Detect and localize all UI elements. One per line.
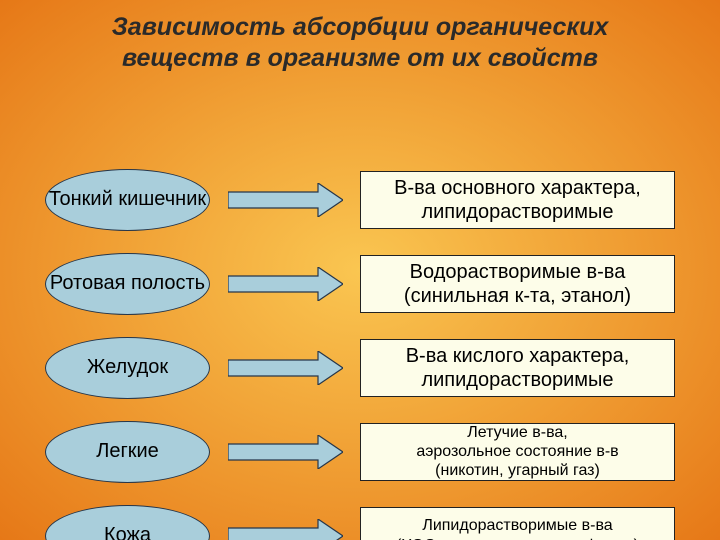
property-box: Липидорастворимые в-ва(ХОС, соли талия, …: [360, 507, 675, 540]
diagram-row: Кожа Липидорастворимые в-ва(ХОС, соли тал…: [0, 505, 720, 540]
property-box: В-ва кислого характера, липидорастворимы…: [360, 339, 675, 397]
diagram-row: Ротовая полость Водорастворимые в-ва (син…: [0, 253, 720, 315]
organ-ellipse: Легкие: [45, 421, 210, 483]
slide: Зависимость абсорбции органических вещес…: [0, 0, 720, 540]
arrow-icon: [228, 267, 343, 301]
organ-ellipse: Желудок: [45, 337, 210, 399]
arrow-icon: [228, 435, 343, 469]
arrow-icon: [228, 183, 343, 217]
arrow-icon: [228, 519, 343, 540]
diagram-row: Легкие Летучие в-ва,аэрозольное состояние…: [0, 421, 720, 483]
organ-ellipse: Тонкий кишечник: [45, 169, 210, 231]
diagram-row: Тонкий кишечник В-ва основного характера,…: [0, 169, 720, 231]
organ-ellipse: Кожа: [45, 505, 210, 540]
organ-ellipse: Ротовая полость: [45, 253, 210, 315]
diagram-row: Желудок В-ва кислого характера, липидорас…: [0, 337, 720, 399]
property-box: В-ва основного характера, липидораствори…: [360, 171, 675, 229]
property-box: Водорастворимые в-ва (синильная к-та, эт…: [360, 255, 675, 313]
title-line1: Зависимость абсорбции органических: [112, 13, 609, 41]
arrow-icon: [228, 351, 343, 385]
property-box: Летучие в-ва,аэрозольное состояние в-в(н…: [360, 423, 675, 481]
title-line2: веществ в организме от их свойств: [122, 44, 598, 72]
slide-title: Зависимость абсорбции органических вещес…: [0, 0, 720, 75]
